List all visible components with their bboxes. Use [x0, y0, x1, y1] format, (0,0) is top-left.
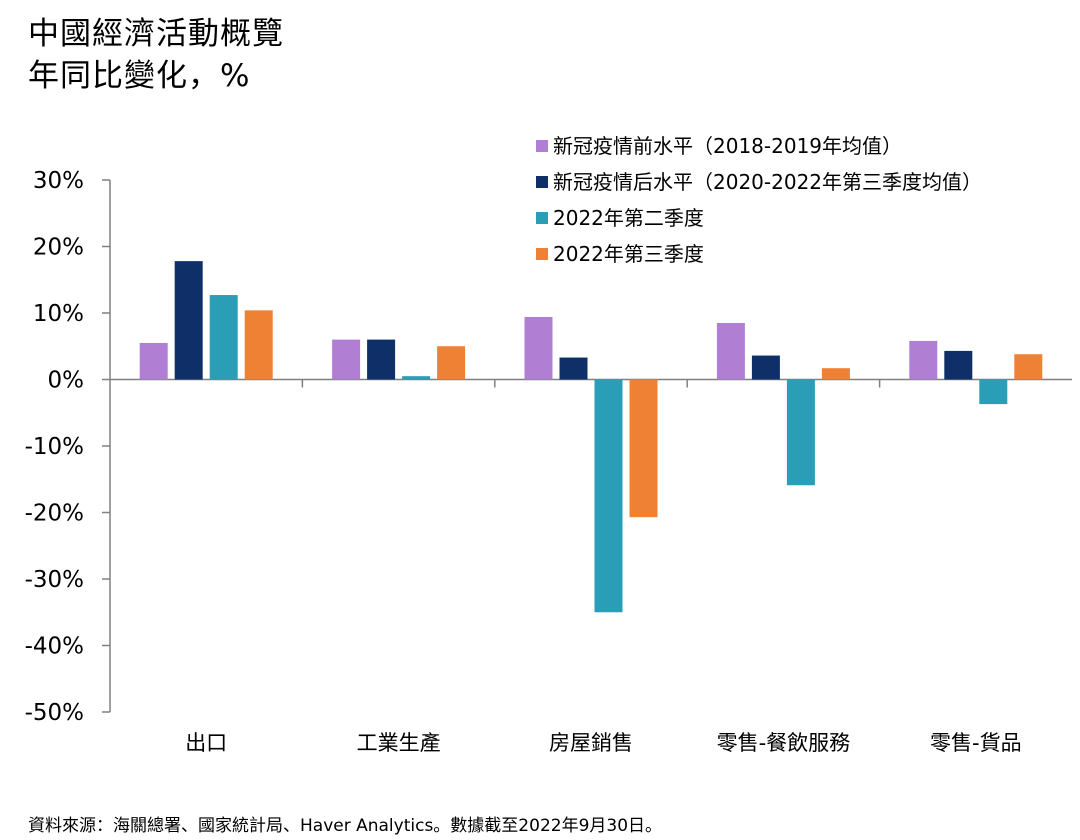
y-tick-label: 0% — [48, 368, 85, 394]
legend-swatch — [536, 176, 548, 188]
bar — [139, 342, 168, 380]
y-tick-label: 10% — [33, 301, 84, 327]
bar — [909, 340, 938, 380]
bar — [174, 261, 203, 380]
bar — [979, 379, 1008, 405]
legend-entry: 2022年第三季度 — [553, 242, 704, 266]
bar — [437, 346, 466, 380]
legend-swatch — [536, 212, 548, 224]
legend-entry: 新冠疫情后水平（2020-2022年第三季度均值） — [553, 170, 982, 194]
bar — [944, 350, 973, 380]
category-label: 零售-貨品 — [930, 731, 1022, 755]
category-label: 出口 — [185, 731, 227, 755]
bar — [821, 368, 850, 380]
bar — [1014, 354, 1043, 380]
source-note: 資料來源：海關總署、國家統計局、Haver Analytics。數據截至2022… — [28, 816, 663, 836]
bar — [751, 355, 780, 380]
legend-entry: 2022年第二季度 — [553, 206, 704, 230]
bar — [559, 357, 588, 380]
bar — [716, 322, 745, 380]
y-tick-label: -30% — [25, 567, 84, 593]
chart-subtitle: 年同比變化，% — [28, 58, 251, 94]
legend-entry: 新冠疫情前水平（2018-2019年均值） — [553, 134, 902, 158]
bar — [244, 310, 273, 380]
legend-swatch — [536, 140, 548, 152]
bar — [594, 379, 623, 613]
y-tick-label: -20% — [25, 501, 84, 527]
category-label: 房屋銷售 — [549, 731, 633, 755]
bar — [402, 376, 431, 380]
y-tick-label: 30% — [33, 168, 84, 194]
bar — [332, 339, 361, 380]
legend-swatch — [536, 248, 548, 260]
category-label: 零售-餐飲服務 — [717, 731, 851, 755]
y-tick-label: -10% — [25, 434, 84, 460]
bar — [367, 339, 396, 380]
y-tick-label: 20% — [33, 235, 84, 261]
category-label: 工業生產 — [357, 731, 441, 755]
bar — [786, 379, 815, 486]
y-tick-label: -50% — [25, 700, 84, 726]
y-tick-label: -40% — [25, 634, 84, 660]
bar — [629, 379, 658, 518]
bar — [524, 316, 553, 380]
bar — [209, 295, 238, 380]
chart-title: 中國經濟活動概覽 — [28, 16, 284, 52]
